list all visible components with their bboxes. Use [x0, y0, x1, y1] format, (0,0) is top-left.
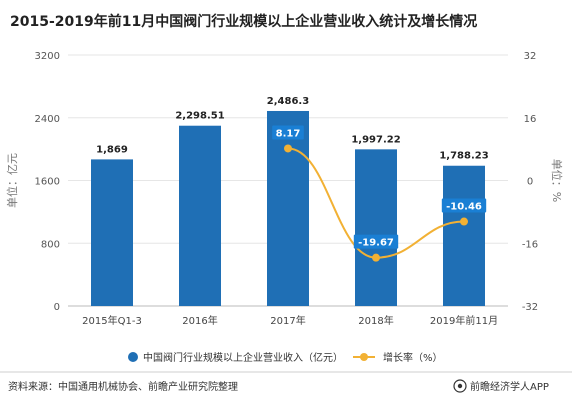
legend-bar-label: 中国阀门行业规模以上企业营业收入（亿元） [143, 351, 343, 364]
y2-tick-label: -32 [522, 302, 538, 313]
growth-line-path [287, 147, 465, 259]
growth-point [284, 144, 292, 153]
bar [443, 165, 485, 306]
growth-value-label: -19.67 [358, 238, 394, 249]
legend-line-dot [360, 353, 368, 361]
category-label: 2018年 [358, 314, 393, 327]
category-label: 2017年 [270, 314, 305, 327]
chart-title: 2015-2019年前11月中国阀门行业规模以上企业营业收入统计及增长情况 [10, 13, 477, 30]
bar-value-label: 1,788.23 [439, 151, 488, 162]
y2-tick-label: 32 [524, 51, 537, 62]
y2-tick-label: 16 [524, 114, 537, 125]
growth-value-label: -10.46 [446, 202, 482, 213]
legend: 中国阀门行业规模以上企业营业收入（亿元） 增长率（%） [128, 351, 443, 364]
y-tick-label: 2400 [35, 114, 60, 125]
growth-point [372, 253, 380, 262]
bar [355, 149, 397, 306]
brand-name: 前瞻经济学人APP [470, 380, 549, 393]
growth-label-bg [353, 234, 399, 249]
y-tick-label: 800 [41, 239, 60, 250]
category-label: 2019年前11月 [430, 314, 498, 327]
legend-bar-swatch [128, 352, 138, 362]
category-label: 2016年 [182, 314, 217, 327]
legend-line-label: 增长率（%） [383, 351, 443, 364]
bar [179, 125, 221, 306]
source-note: 资料来源：中国通用机械协会、前瞻产业研究院整理 [8, 380, 238, 393]
y2-axis-label: 单位：% [550, 159, 564, 202]
bar-value-label: 2,486.3 [267, 96, 309, 107]
category-label: 2015年Q1-3 [82, 314, 142, 327]
y2-tick-label: -16 [522, 239, 538, 250]
y-axis-left: 0 800 1600 2400 3200 [35, 51, 60, 313]
growth-label-bg [441, 198, 487, 213]
y-axis-label: 单位：亿元 [5, 153, 19, 208]
category-labels: 2015年Q1-3 2016年 2017年 2018年 2019年前11月 [82, 314, 498, 327]
y-tick-label: 1600 [35, 177, 60, 188]
y-axis-right: -32 -16 0 16 32 [522, 51, 538, 313]
bar [91, 159, 133, 306]
y2-tick-label: 0 [527, 177, 533, 188]
y-tick-label: 3200 [35, 51, 60, 62]
bar-value-label: 2,298.51 [175, 111, 224, 122]
eye-logo-icon [453, 379, 467, 393]
growth-label-bg [272, 125, 304, 140]
growth-point [460, 217, 468, 226]
bar [267, 110, 309, 307]
y-tick-label: 0 [54, 302, 60, 313]
growth-line: 8.17 -19.67 -10.46 [272, 125, 487, 262]
bars: 1,869 2,298.51 2,486.3 1,997.22 1,788.23 [91, 96, 489, 307]
bar-value-label: 1,869 [96, 144, 128, 155]
bar-value-label: 1,997.22 [351, 134, 400, 145]
growth-value-label: 8.17 [276, 128, 301, 139]
